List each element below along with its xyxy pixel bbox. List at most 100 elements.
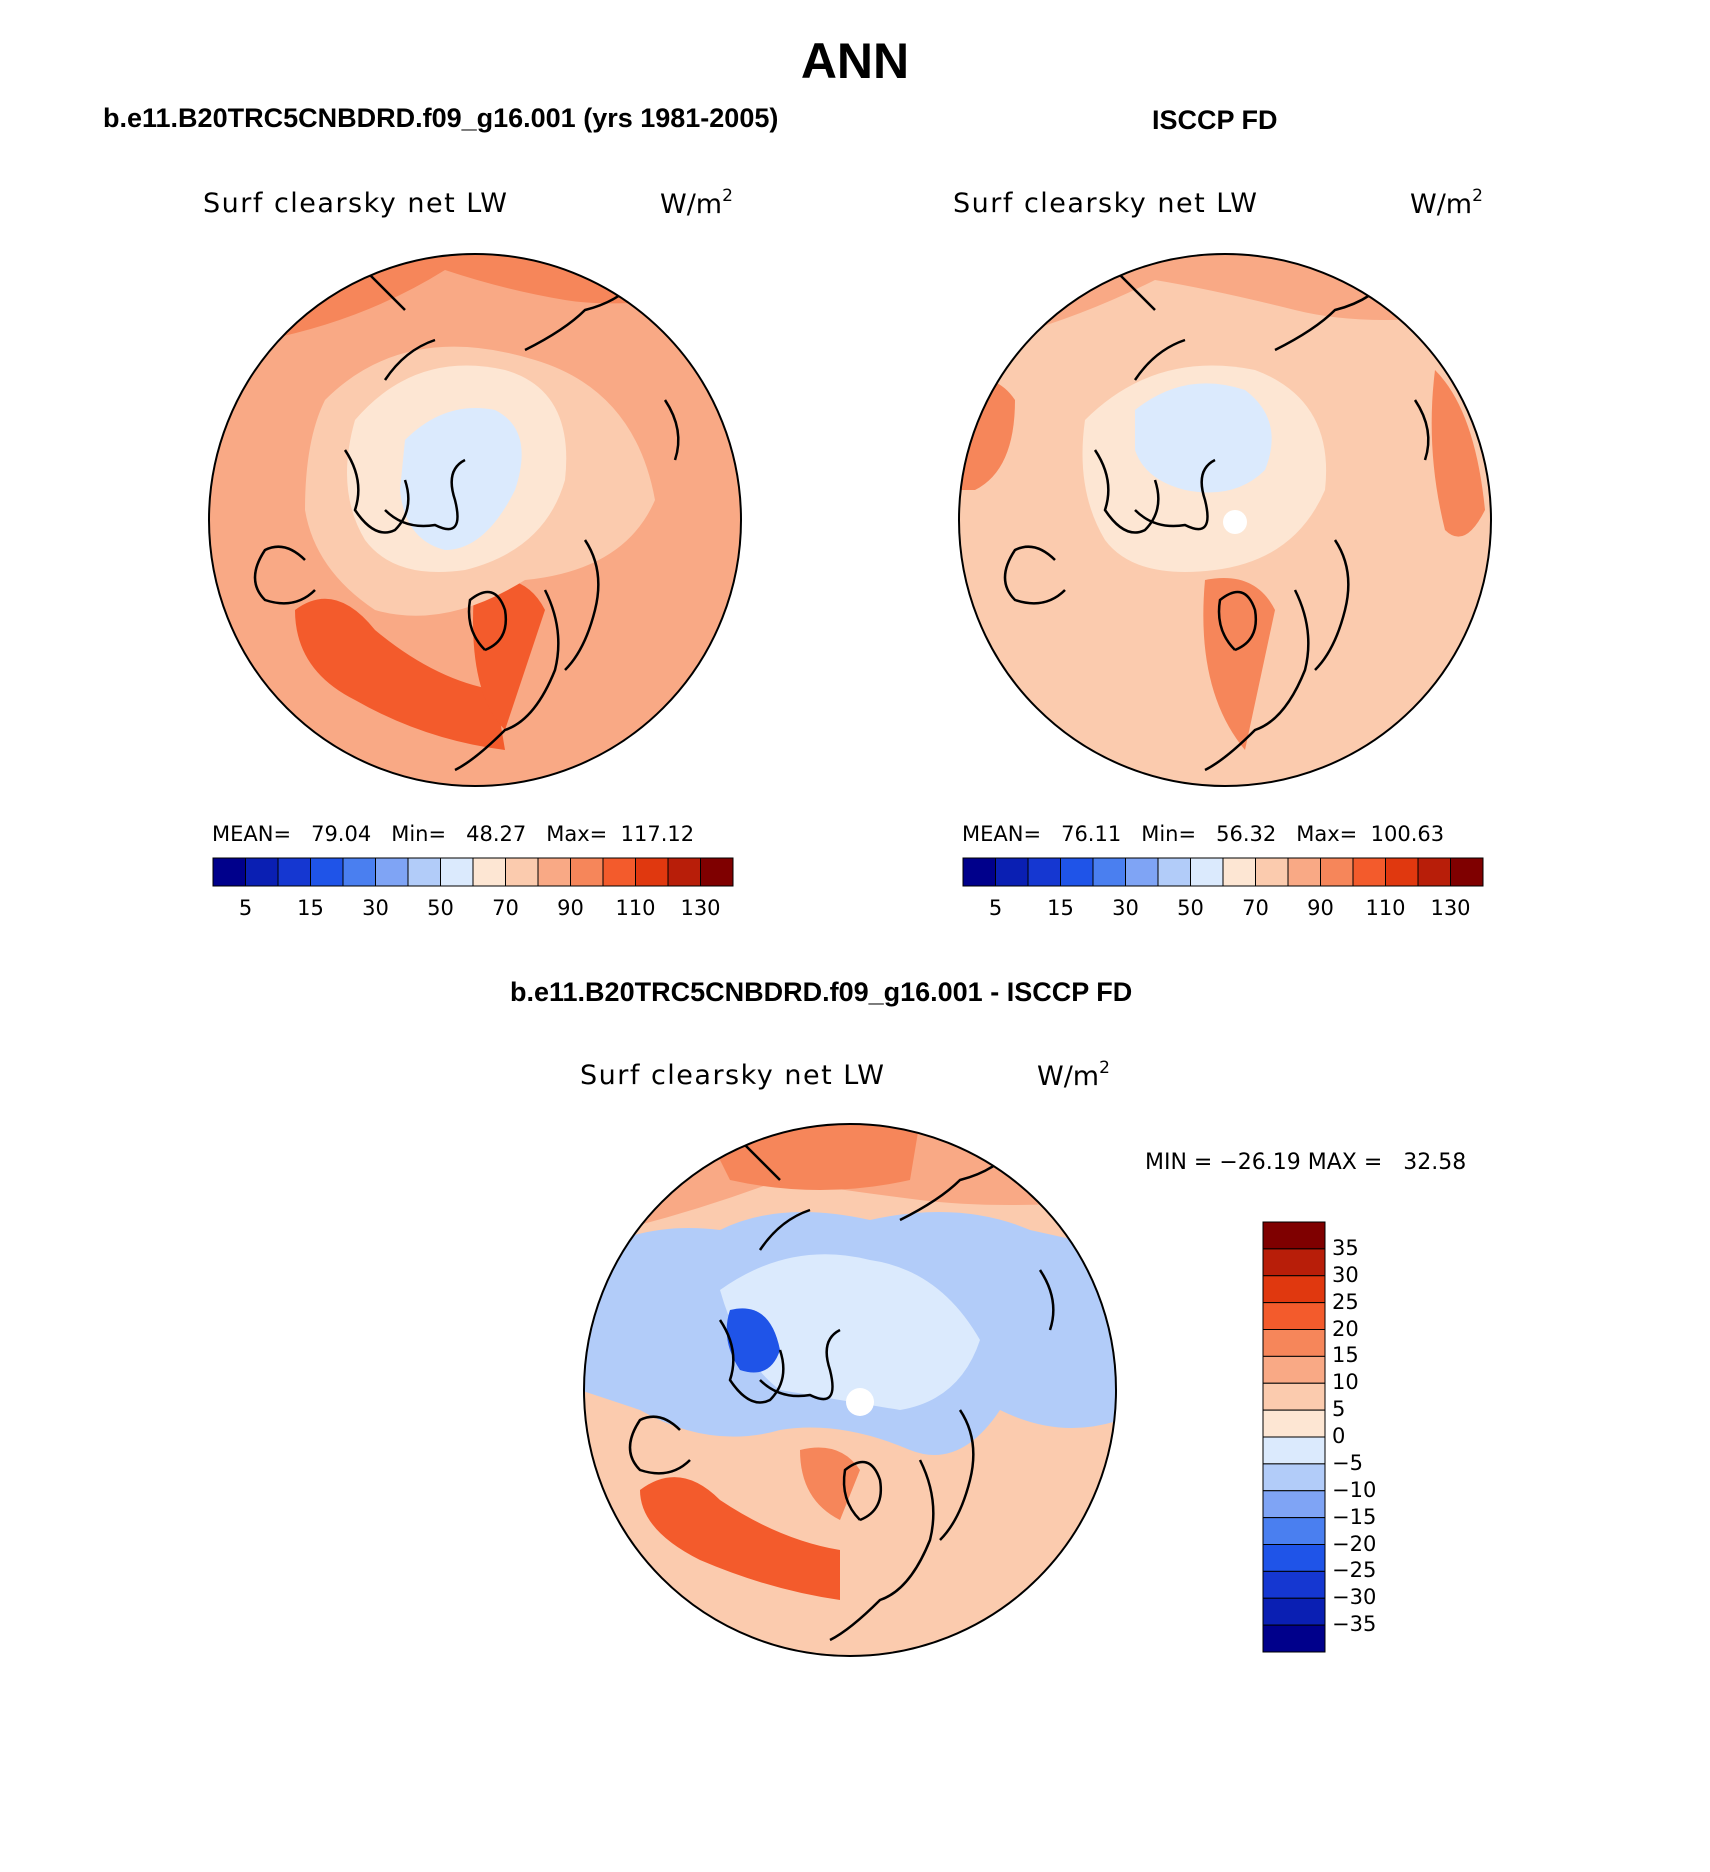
colorbar-swatch	[472, 857, 506, 887]
colorbar-swatch	[1262, 1624, 1326, 1653]
map-field-pale-center	[720, 1254, 980, 1410]
colorbar-swatch	[1255, 857, 1289, 887]
colorbar-diff	[1262, 1221, 1326, 1653]
colorbar-tick-label: 50	[427, 896, 454, 920]
colorbar-swatch	[375, 857, 409, 887]
colorbar-tick-label: 20	[1332, 1316, 1359, 1341]
colorbar-swatch	[1262, 1355, 1326, 1384]
polar-map-diff	[583, 1123, 1117, 1657]
variable-label-diff: Surf clearsky net LW	[580, 1060, 886, 1091]
colorbar-swatch	[537, 857, 571, 887]
colorbar-swatch	[1262, 1221, 1326, 1250]
colorbar-tick-label: 50	[1177, 896, 1204, 920]
colorbar-swatch	[407, 857, 441, 887]
polar-map-model	[208, 253, 742, 787]
map-field-low	[1135, 383, 1272, 493]
colorbar-swatch	[1262, 1248, 1326, 1277]
colorbar-swatch	[1262, 1490, 1326, 1519]
map-field-pos-norway	[800, 1447, 860, 1520]
colorbar-swatch	[1157, 857, 1191, 887]
pole-hole	[846, 1388, 874, 1416]
colorbar-swatch	[245, 857, 279, 887]
colorbar-obs	[962, 857, 1484, 887]
map-field-neg-core	[726, 1308, 780, 1373]
map-field-high-east	[1431, 370, 1485, 537]
colorbar-tick-label: −20	[1332, 1531, 1377, 1556]
colorbar-tick-label: 5	[988, 896, 1003, 920]
colorbar-model	[212, 857, 734, 887]
colorbar-tick-label: −35	[1332, 1612, 1377, 1637]
colorbar-tick-label: 130	[1430, 896, 1471, 920]
colorbar-swatch	[1385, 857, 1419, 887]
colorbar-swatch	[1262, 1597, 1326, 1626]
map-field-pos-atlantic	[640, 1477, 840, 1600]
colorbar-swatch	[635, 857, 669, 887]
units-label-model: W/m2	[660, 186, 733, 220]
stats-obs: MEAN= 76.11 Min= 56.32 Max= 100.63	[962, 822, 1445, 846]
colorbar-swatch	[1262, 1409, 1326, 1438]
panel-title-diff: b.e11.B20TRC5CNBDRD.f09_g16.001 - ISCCP …	[510, 977, 1133, 1007]
colorbar-tick-label: −15	[1332, 1504, 1377, 1529]
colorbar-tick-label: 110	[615, 896, 656, 920]
variable-label-obs: Surf clearsky net LW	[953, 188, 1259, 219]
colorbar-swatch	[1262, 1275, 1326, 1304]
colorbar-swatch	[212, 857, 246, 887]
map-field-mid-norway	[1203, 578, 1275, 750]
colorbar-swatch	[1092, 857, 1126, 887]
colorbar-swatch	[1287, 857, 1321, 887]
colorbar-swatch	[342, 857, 376, 887]
stats-diff: MIN = −26.19 MAX = 32.58	[1145, 1150, 1467, 1175]
colorbar-tick-label: 15	[1047, 896, 1074, 920]
colorbar-swatch	[667, 857, 701, 887]
colorbar-swatch	[1262, 1570, 1326, 1599]
colorbar-swatch	[700, 857, 734, 887]
colorbar-tick-label: 130	[680, 896, 721, 920]
colorbar-swatch	[1262, 1302, 1326, 1330]
colorbar-swatch	[1450, 857, 1484, 887]
map-field-high-atlantic	[295, 598, 505, 750]
colorbar-swatch	[1190, 857, 1224, 887]
colorbar-tick-label: −10	[1332, 1477, 1377, 1502]
colorbar-swatch	[1417, 857, 1451, 887]
colorbar-tick-label: 25	[1332, 1289, 1359, 1314]
colorbar-swatch	[1027, 857, 1061, 887]
colorbar-tick-label: 5	[238, 896, 253, 920]
map-field-low	[400, 408, 522, 550]
colorbar-swatch	[440, 857, 474, 887]
colorbar-tick-label: −30	[1332, 1585, 1377, 1610]
colorbar-tick-label: 15	[297, 896, 324, 920]
units-label-obs: W/m2	[1410, 186, 1483, 220]
colorbar-tick-label: −25	[1332, 1558, 1377, 1583]
colorbar-swatch	[505, 857, 539, 887]
colorbar-tick-label: 30	[362, 896, 389, 920]
colorbar-swatch	[1352, 857, 1386, 887]
colorbar-swatch	[962, 857, 996, 887]
polar-map-obs	[958, 253, 1492, 787]
pole-hole	[1223, 510, 1247, 534]
colorbar-swatch	[1125, 857, 1159, 887]
colorbar-tick-label: 35	[1332, 1235, 1359, 1260]
colorbar-tick-label: 90	[557, 896, 584, 920]
colorbar-tick-label: 70	[1242, 896, 1269, 920]
page-title: ANN	[800, 33, 910, 89]
colorbar-swatch	[1060, 857, 1094, 887]
stats-model: MEAN= 79.04 Min= 48.27 Max= 117.12	[212, 822, 695, 846]
colorbar-swatch	[1262, 1382, 1326, 1411]
colorbar-swatch	[1262, 1463, 1326, 1492]
colorbar-swatch	[1262, 1436, 1326, 1465]
coastlines	[253, 269, 680, 772]
colorbar-tick-label: 0	[1332, 1424, 1346, 1448]
colorbar-swatch	[570, 857, 604, 887]
colorbar-swatch	[602, 857, 636, 887]
map-field-high-norway	[473, 578, 545, 730]
colorbar-swatch	[310, 857, 344, 887]
panel-title-model: b.e11.B20TRC5CNBDRD.f09_g16.001 (yrs 198…	[103, 103, 779, 133]
colorbar-swatch	[277, 857, 311, 887]
variable-label-model: Surf clearsky net LW	[203, 188, 509, 219]
colorbar-swatch	[1262, 1329, 1326, 1357]
units-label-diff: W/m2	[1037, 1058, 1110, 1092]
colorbar-tick-label: 110	[1365, 896, 1406, 920]
coastlines	[1003, 269, 1430, 772]
colorbar-tick-label: 15	[1332, 1343, 1359, 1368]
colorbar-swatch	[1262, 1544, 1326, 1572]
